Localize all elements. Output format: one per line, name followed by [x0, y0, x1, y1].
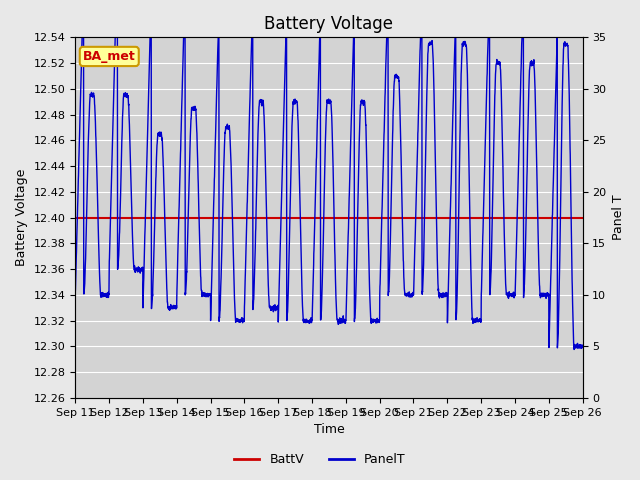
Legend: BattV, PanelT: BattV, PanelT	[229, 448, 411, 471]
Title: Battery Voltage: Battery Voltage	[264, 15, 394, 33]
Y-axis label: Battery Voltage: Battery Voltage	[15, 169, 28, 266]
Text: BA_met: BA_met	[83, 50, 136, 63]
X-axis label: Time: Time	[314, 423, 344, 436]
Y-axis label: Panel T: Panel T	[612, 195, 625, 240]
